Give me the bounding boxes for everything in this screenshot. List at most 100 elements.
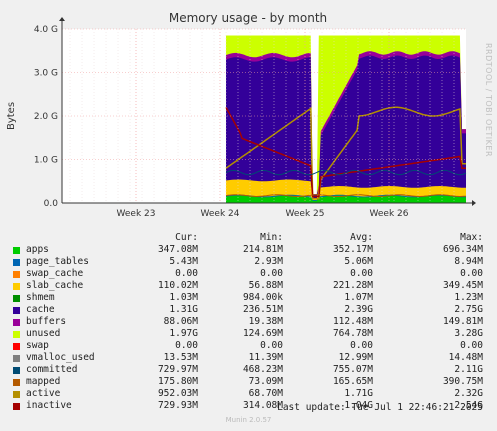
legend-swatch [13,295,20,302]
x-tick-label: Week 23 [117,209,156,219]
legend-name: swap [26,340,49,351]
y-tick-label: 1.0 G [34,156,58,166]
memory-chart: Memory usage - by month Bytes RRDTOOL / … [6,11,493,219]
legend-name: apps [26,244,49,255]
legend-name: cache [26,304,55,315]
legend-cur-value: 1.03M [169,292,198,303]
legend-min-value: 984.00k [242,292,283,303]
legend-avg-value: 221.28M [332,280,373,291]
legend-row-mapped: mapped 175.80M 73.09M 165.65M 390.75M [0,376,497,388]
legend-min-value: 124.69M [242,328,283,339]
legend-min-value: 314.08M [242,400,283,411]
legend-swatch [13,247,20,254]
legend-row-apps: apps 347.08M 214.81M 352.17M 696.34M [0,244,497,256]
legend-swatch [13,259,20,266]
legend-row-buffers: buffers 88.06M 19.38M 112.48M 149.81M [0,316,497,328]
legend-max-value: 1.23M [454,292,483,303]
legend-swatch [13,331,20,338]
x-tick-label: Week 26 [370,209,409,219]
y-tick-label: 0.0 [44,199,59,209]
legend-min-value: 11.39M [248,352,283,363]
legend-max-value: 2.54G [454,400,483,411]
header-max: Max: [460,232,483,243]
chart-title: Memory usage - by month [169,11,327,25]
legend-avg-value: 1.71G [344,388,373,399]
legend-swatch [13,307,20,314]
legend-avg-value: 2.39G [344,304,373,315]
legend-name: vmalloc_used [26,352,95,363]
legend-swatch [13,379,20,386]
legend-cur-value: 347.08M [157,244,198,255]
legend-max-value: 2.11G [454,364,483,375]
legend-cur-value: 729.97M [157,364,198,375]
legend-cur-value: 5.43M [169,256,198,267]
x-tick-label: Week 24 [201,209,240,219]
legend-name: page_tables [26,256,89,267]
line-committed [225,169,467,176]
x-axis-arrow [472,200,476,206]
legend-max-value: 149.81M [442,316,483,327]
legend-row-cache: cache 1.31G 236.51M 2.39G 2.75G [0,304,497,316]
legend-swatch [13,403,20,410]
legend-row-vmalloc_used: vmalloc_used 13.53M 11.39M 12.99M 14.48M [0,352,497,364]
legend-swatch [13,271,20,278]
legend-min-value: 2.93M [254,256,283,267]
line-mapped [225,194,467,198]
x-axis-ticks: Week 23 Week 24 Week 25 Week 26 [59,17,476,219]
y-axis-ticks: 0.0 1.0 G 2.0 G 3.0 G 4.0 G [34,25,466,209]
legend-max-value: 14.48M [448,352,483,363]
legend-name: slab_cache [26,280,84,291]
legend-cur-value: 88.06M [163,316,198,327]
legend-min-value: 214.81M [242,244,283,255]
munin-version: Munin 2.0.57 [225,416,272,424]
legend-row-inactive: inactive 729.93M 314.08M 1.04G 2.54G [0,400,497,412]
legend-cur-value: 0.00 [175,340,198,351]
legend-avg-value: 165.65M [332,376,373,387]
y-axis-arrow [59,17,65,21]
legend-avg-value: 1.04G [344,400,373,411]
legend-row-active: active 952.03M 68.70M 1.71G 2.32G [0,388,497,400]
legend-min-value: 468.23M [242,364,283,375]
legend-max-value: 390.75M [442,376,483,387]
legend-avg-value: 352.17M [332,244,373,255]
legend-avg-value: 755.07M [332,364,373,375]
legend-name: swap_cache [26,268,84,279]
legend-name: buffers [26,316,67,327]
legend-max-value: 2.32G [454,388,483,399]
legend-min-value: 19.38M [248,316,283,327]
legend-cur-value: 175.80M [157,376,198,387]
rrdtool-credit: RRDTOOL / TOBI OETIKER [484,43,493,157]
line-active [225,106,466,200]
legend-header: Cur: Min: Avg: Max: [0,232,497,244]
legend-row-committed: committed 729.97M 468.23M 755.07M 2.11G [0,364,497,376]
legend-max-value: 2.75G [454,304,483,315]
legend-max-value: 0.00 [460,340,483,351]
legend-avg-value: 0.00 [350,268,373,279]
legend-swatch [13,283,20,290]
legend-avg-value: 1.07M [344,292,373,303]
legend-min-value: 73.09M [248,376,283,387]
legend-row-slab_cache: slab_cache 110.02M 56.88M 221.28M 349.45M [0,280,497,292]
last-update: Last update: Tue Jul 1 22:46:21 2025 [277,402,483,413]
y-tick-label: 2.0 G [34,112,58,122]
legend-swatch [13,319,20,326]
legend-cur-value: 13.53M [163,352,198,363]
y-tick-label: 3.0 G [34,69,58,79]
header-min: Min: [260,232,283,243]
legend-row-swap_cache: swap_cache 0.00 0.00 0.00 0.00 [0,268,497,280]
legend-swatch [13,355,20,362]
y-axis-label: Bytes [6,102,17,130]
legend-avg-value: 112.48M [332,316,373,327]
legend-max-value: 8.94M [454,256,483,267]
legend-max-value: 349.45M [442,280,483,291]
legend-max-value: 696.34M [442,244,483,255]
legend-cur-value: 0.00 [175,268,198,279]
legend-min-value: 0.00 [260,268,283,279]
legend-row-swap: swap 0.00 0.00 0.00 0.00 [0,340,497,352]
y-tick-label: 4.0 G [34,25,58,35]
legend-avg-value: 0.00 [350,340,373,351]
legend-swatch [13,367,20,374]
header-avg: Avg: [350,232,373,243]
legend-cur-value: 729.93M [157,400,198,411]
legend-max-value: 3.28G [454,328,483,339]
